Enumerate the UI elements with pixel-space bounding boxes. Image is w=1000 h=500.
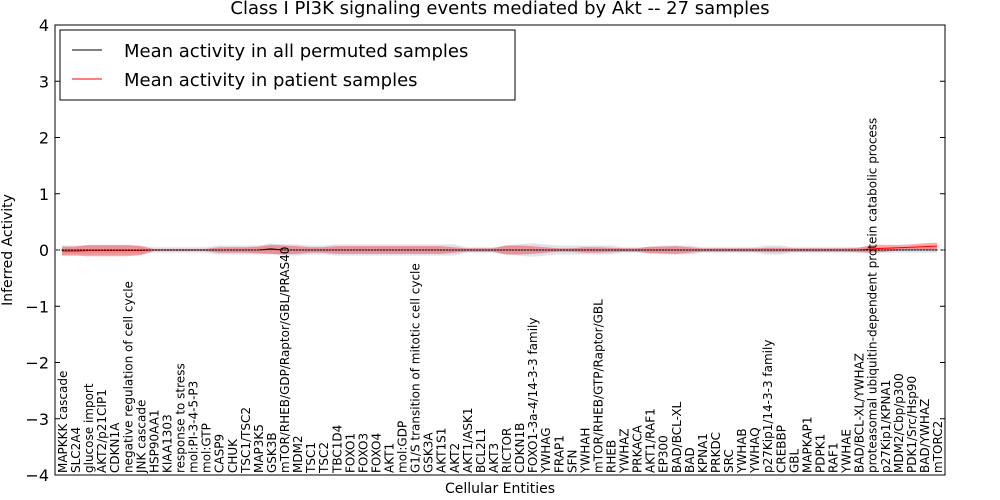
x-tick-label: GBL — [787, 448, 801, 473]
y-axis-label: Inferred Activity — [0, 194, 16, 306]
x-tick-label: MAPKKK cascade — [56, 371, 70, 473]
x-tick-label: YWHAZ — [618, 428, 632, 474]
x-axis-label: Cellular Entities — [445, 481, 555, 497]
y-tick-label: 2 — [39, 129, 49, 148]
x-tick-label: mol:GTP — [200, 423, 214, 473]
x-tick-label: glucose import — [82, 383, 96, 473]
x-tick-label: FOXO1 — [343, 433, 357, 473]
x-tick-label: FOXO1-3a-4/14-3-3 family — [526, 318, 540, 474]
x-tick-label: p27Kip1/14-3-3 family — [761, 340, 775, 473]
y-tick-label: 0 — [39, 241, 49, 260]
x-tick-label: BCL2L1 — [474, 428, 488, 473]
x-tick-label: KPNA1 — [696, 433, 710, 473]
x-tick-label: SRC — [722, 449, 736, 473]
x-tick-label: MDM2 — [291, 435, 305, 473]
x-tick-label: MAP3K5 — [252, 424, 266, 473]
x-tick-label: AKT3 — [487, 443, 501, 473]
x-tick-label: AKT1/ASK1 — [461, 408, 475, 473]
x-tick-label: RAF1 — [827, 442, 841, 473]
x-tick-label: CHUK — [226, 438, 240, 473]
x-tick-label: RHEB — [605, 440, 619, 473]
x-tick-label: negative regulation of cell cycle — [121, 281, 135, 473]
x-tick-label: BAD — [683, 447, 697, 473]
patient-band — [62, 242, 937, 257]
x-tick-label: GSK3B — [265, 432, 279, 473]
x-tick-label: TSC2 — [317, 442, 331, 474]
x-tick-label: AKT2/p21CIP1 — [95, 389, 109, 473]
chart-title: Class I PI3K signaling events mediated b… — [230, 0, 769, 19]
x-tick-label: FOXO3 — [356, 433, 370, 473]
legend: Mean activity in all permuted samples Me… — [59, 29, 516, 101]
x-tick-label: KIAA1303 — [161, 414, 175, 473]
x-tick-label: YWHAE — [840, 429, 854, 474]
y-tick-label: −2 — [25, 354, 49, 373]
x-tick-label: TSC1/TSC2 — [239, 407, 253, 474]
x-tick-label: CREBBP — [774, 425, 788, 473]
x-tick-label: TBC1D4 — [330, 425, 344, 474]
x-tick-label: proteasomal ubiquitin-dependent protein … — [866, 118, 880, 473]
x-tick-label: PDPK1 — [814, 434, 828, 473]
legend-box — [59, 29, 516, 101]
x-tick-label: PDK1/Src/Hsp90 — [905, 376, 919, 473]
x-tick-label: mTOR/RHEB/GDP/Raptor/GBL/PRAS40 — [278, 247, 292, 473]
x-tick-label: mTOR/RHEB/GTP/Raptor/GBL — [591, 299, 605, 473]
x-tick-label: SLC2A4 — [69, 427, 83, 473]
x-tick-label: mol:PI-3-4-5-P3 — [187, 381, 201, 473]
x-tick-label: AKT1 — [383, 443, 397, 473]
y-tick-label: −3 — [25, 410, 49, 429]
x-tick-label: G1/S transition of mitotic cell cycle — [409, 263, 423, 473]
x-tick-label: response to stress — [174, 363, 188, 473]
x-tick-label: BAD/BCL-XL — [670, 401, 684, 473]
x-tick-label: CDKN1B — [513, 423, 527, 473]
y-tick-label: −1 — [25, 297, 49, 316]
y-tick-label: −4 — [25, 466, 49, 485]
x-tick-label: FRAP1 — [552, 435, 566, 473]
x-tick-label: AKT1/RAF1 — [644, 408, 658, 473]
x-tick-label: CASP9 — [213, 434, 227, 473]
y-tick-label: 4 — [39, 16, 49, 35]
x-tick-label: BAD/YWHAZ — [918, 399, 932, 473]
x-tick-label: PRKACA — [631, 424, 645, 473]
x-tick-label: HSP90AA1 — [147, 409, 161, 473]
x-tick-label: p27Kip1/KPNA1 — [879, 380, 893, 473]
legend-label-patient: Mean activity in patient samples — [124, 70, 418, 91]
x-tick-label: RICTOR — [500, 428, 514, 473]
x-tick-label: YWHAG — [539, 427, 553, 474]
y-tick-label: 3 — [39, 72, 49, 91]
x-tick-label: MAPKAP1 — [800, 416, 814, 473]
x-tick-label: mTORC2 — [931, 421, 945, 473]
x-tick-label: PRKDC — [709, 432, 723, 473]
x-tick-label: YWHAB — [735, 428, 749, 474]
x-tick-label: AKT1S1 — [435, 428, 449, 473]
x-tick-label: mol:GDP — [396, 421, 410, 473]
x-tick-label: YWHAH — [578, 428, 592, 474]
x-tick-label: TSC1 — [304, 442, 318, 474]
x-tick-label: SFN — [565, 450, 579, 474]
x-tick-label: GSK3A — [422, 432, 436, 473]
y-tick-label: 1 — [39, 185, 49, 204]
x-tick-label: BAD/BCL-XL/YWHAZ — [853, 353, 867, 473]
x-tick-label: CDKN1A — [108, 422, 122, 473]
x-tick-label: AKT2 — [448, 443, 462, 473]
legend-label-permuted: Mean activity in all permuted samples — [124, 41, 468, 62]
x-tick-label: EP300 — [657, 435, 671, 473]
x-tick-label: JNK cascade — [134, 400, 148, 474]
x-tick-label: MDM2/Cbp/p300 — [892, 373, 906, 473]
x-tick-label: YWHAQ — [748, 427, 762, 474]
x-tick-label: FOXO4 — [369, 433, 383, 473]
